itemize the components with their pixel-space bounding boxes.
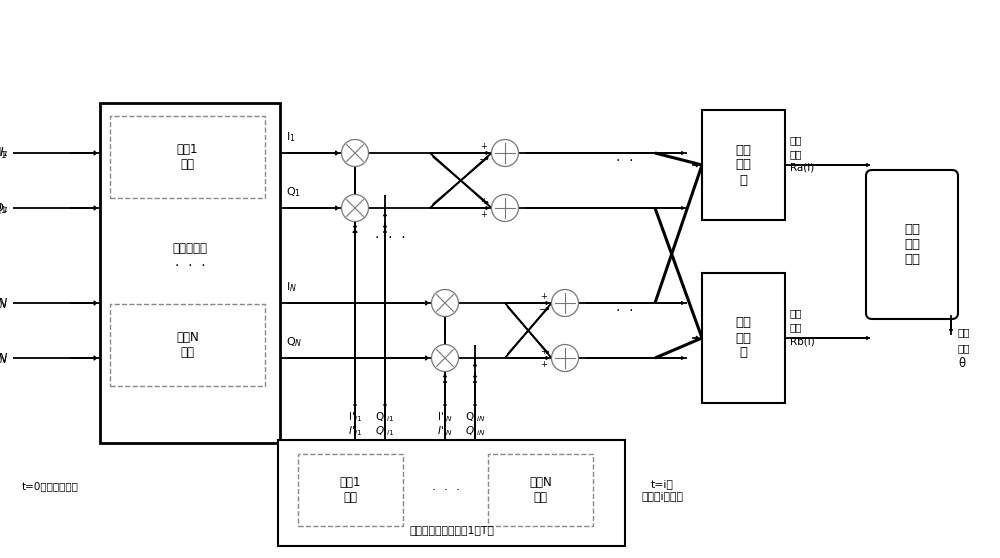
Text: t=0时归一化信号: t=0时归一化信号 <box>22 481 78 491</box>
Text: Q$'_{iN}$: Q$'_{iN}$ <box>465 410 485 424</box>
Text: I$'_{iN}$: I$'_{iN}$ <box>437 424 453 438</box>
Text: Q_N: Q_N <box>0 352 8 364</box>
Text: −: − <box>479 155 488 165</box>
Bar <box>110 116 265 198</box>
Text: I$_N$: I$_N$ <box>0 295 8 311</box>
Circle shape <box>432 344 458 372</box>
Text: 相关: 相关 <box>790 135 802 145</box>
Text: I_N: I_N <box>0 296 8 310</box>
Text: Q$_N$: Q$_N$ <box>0 350 8 365</box>
Text: 最大
值比
较器: 最大 值比 较器 <box>904 223 920 266</box>
Text: +: + <box>541 292 548 301</box>
Text: t=i时
匹配第i个方位: t=i时 匹配第i个方位 <box>641 479 683 501</box>
Text: +: + <box>541 360 548 369</box>
Text: I$_1$: I$_1$ <box>286 130 296 144</box>
Text: ·  ·  ·: · · · <box>375 231 405 245</box>
Text: Q$_N$: Q$_N$ <box>286 335 302 349</box>
Text: 通道N
数据: 通道N 数据 <box>176 331 199 359</box>
Text: ·  ·  ·: · · · <box>175 259 205 273</box>
Text: +: + <box>541 347 548 356</box>
Text: I₁: I₁ <box>0 147 8 160</box>
Text: Ra(i): Ra(i) <box>790 163 814 173</box>
Text: Rb(i): Rb(i) <box>790 336 815 346</box>
Bar <box>702 110 785 220</box>
Bar <box>110 304 265 386</box>
Text: 多路
加法
器: 多路 加法 器 <box>736 316 752 359</box>
Bar <box>278 440 625 546</box>
Circle shape <box>552 344 578 372</box>
Text: +: + <box>481 210 488 219</box>
Text: I$'_{i1}$: I$'_{i1}$ <box>348 410 362 424</box>
Text: +: + <box>481 197 488 206</box>
Bar <box>298 454 403 526</box>
Text: I$'_{iN}$: I$'_{iN}$ <box>437 410 453 424</box>
Text: I$_N$: I$_N$ <box>286 280 297 294</box>
Circle shape <box>432 290 458 316</box>
Text: 通道1
数据: 通道1 数据 <box>177 143 198 171</box>
Text: 系数: 系数 <box>790 149 802 159</box>
Text: 通道N
样本: 通道N 样本 <box>529 476 552 504</box>
Text: 通道归一化: 通道归一化 <box>173 242 208 254</box>
Text: 测向: 测向 <box>958 327 970 337</box>
Text: Q$_1$: Q$_1$ <box>0 200 8 215</box>
Text: +: + <box>481 142 488 151</box>
Text: 预存导向矢量（方位1～T）: 预存导向矢量（方位1～T） <box>409 525 494 535</box>
Text: ·  ·: · · <box>616 304 634 318</box>
Circle shape <box>342 140 368 166</box>
Text: 系数: 系数 <box>790 322 802 332</box>
Text: 方位: 方位 <box>958 343 970 353</box>
Circle shape <box>342 195 368 222</box>
Text: −: − <box>539 305 548 315</box>
Bar <box>100 103 280 443</box>
Circle shape <box>492 140 518 166</box>
Text: I$_1$: I$_1$ <box>0 146 8 161</box>
Text: ·  ·: · · <box>616 154 634 168</box>
Text: Q$'_{i1}$: Q$'_{i1}$ <box>375 410 395 424</box>
Circle shape <box>552 290 578 316</box>
Text: Q$_1$: Q$_1$ <box>286 185 301 199</box>
Bar <box>488 454 593 526</box>
Text: 相关: 相关 <box>790 308 802 318</box>
Circle shape <box>492 195 518 222</box>
FancyBboxPatch shape <box>866 170 958 319</box>
Bar <box>702 273 785 403</box>
Text: θ: θ <box>958 357 965 370</box>
Text: 通道1
样本: 通道1 样本 <box>340 476 361 504</box>
Text: I$'_{i1}$: I$'_{i1}$ <box>348 424 362 438</box>
Text: 多路
加法
器: 多路 加法 器 <box>736 143 752 186</box>
Text: ·  ·  ·: · · · <box>432 483 460 497</box>
Text: Q₁: Q₁ <box>0 201 8 214</box>
Text: Q$'_{i1}$: Q$'_{i1}$ <box>375 424 395 438</box>
Text: Q$'_{iN}$: Q$'_{iN}$ <box>465 424 485 438</box>
